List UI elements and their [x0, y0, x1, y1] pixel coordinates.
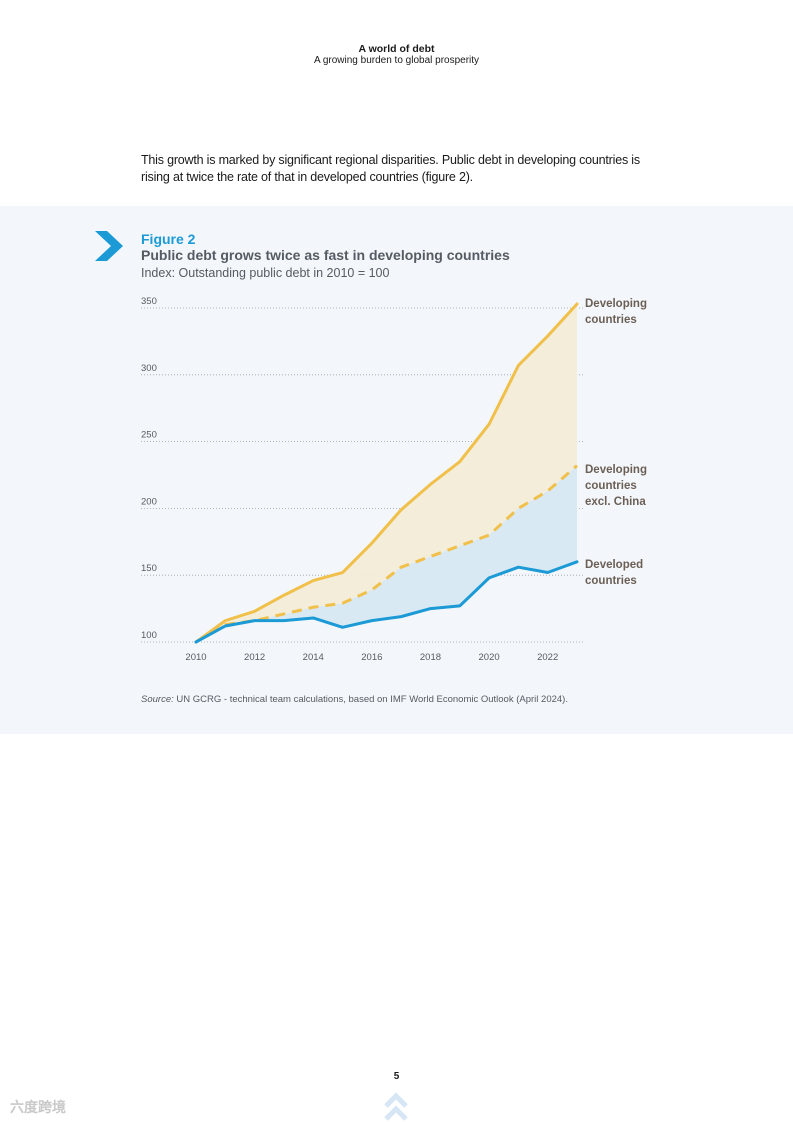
- x-tick-label: 2010: [185, 652, 206, 663]
- series-line-developed: [194, 560, 579, 644]
- series-label-developing: Developing countries: [585, 298, 647, 326]
- series-label-line: Developing: [585, 298, 647, 310]
- document-subtitle: A growing burden to global prosperity: [313, 55, 480, 66]
- series-label-line: countries: [585, 575, 637, 587]
- document-title: A world of debt: [358, 43, 435, 55]
- source-text: UN GCRG - technical team calculations, b…: [173, 694, 568, 705]
- intro-paragraph: This growth is marked by significant reg…: [141, 153, 640, 184]
- y-tick-label: 350: [141, 296, 157, 307]
- x-tick-label: 2014: [303, 652, 324, 663]
- series-label-line: excl. China: [585, 496, 646, 508]
- source-prefix: Source:: [141, 694, 174, 705]
- series-label-developing-excl-china: Developing countries excl. China: [585, 464, 647, 508]
- series-label-line: Developing: [585, 464, 647, 476]
- watermark: 六度跨境: [10, 1099, 66, 1115]
- line-chart: 100 150 200 250 300 350 2010 2012 2014 2016 2018 20…: [141, 296, 647, 663]
- x-tick-label: 2018: [420, 652, 441, 663]
- series-label-line: Developed: [585, 559, 643, 571]
- area-developing-gap: [196, 303, 577, 642]
- chevron-right-icon: [95, 231, 123, 261]
- series-line-developing: [194, 302, 579, 644]
- x-tick-label: 2020: [479, 652, 500, 663]
- x-tick-label: 2022: [537, 652, 558, 663]
- x-tick-label: 2016: [361, 652, 382, 663]
- y-tick-label: 250: [141, 430, 157, 441]
- y-tick-label: 300: [141, 363, 157, 374]
- figure-title: Public debt grows twice as fast in devel…: [141, 247, 510, 263]
- figure-label: Figure 2: [141, 231, 196, 247]
- figure-subtitle: Index: Outstanding public debt in 2010 =…: [141, 266, 390, 280]
- series-label-line: countries: [585, 480, 637, 492]
- x-tick-label: 2012: [244, 652, 265, 663]
- y-tick-label: 200: [141, 496, 157, 507]
- scroll-up-icon[interactable]: [383, 1092, 409, 1122]
- running-header: A world of debt A growing burden to glob…: [0, 43, 793, 67]
- page-number: 5: [393, 1071, 400, 1082]
- source-note: Source: UN GCRG - technical team calcula…: [141, 694, 568, 705]
- figure-panel: [0, 206, 793, 734]
- series-label-developed: Developed countries: [585, 559, 643, 587]
- series-label-line: countries: [585, 314, 637, 326]
- y-tick-label: 150: [141, 563, 157, 574]
- y-tick-label: 100: [141, 630, 157, 641]
